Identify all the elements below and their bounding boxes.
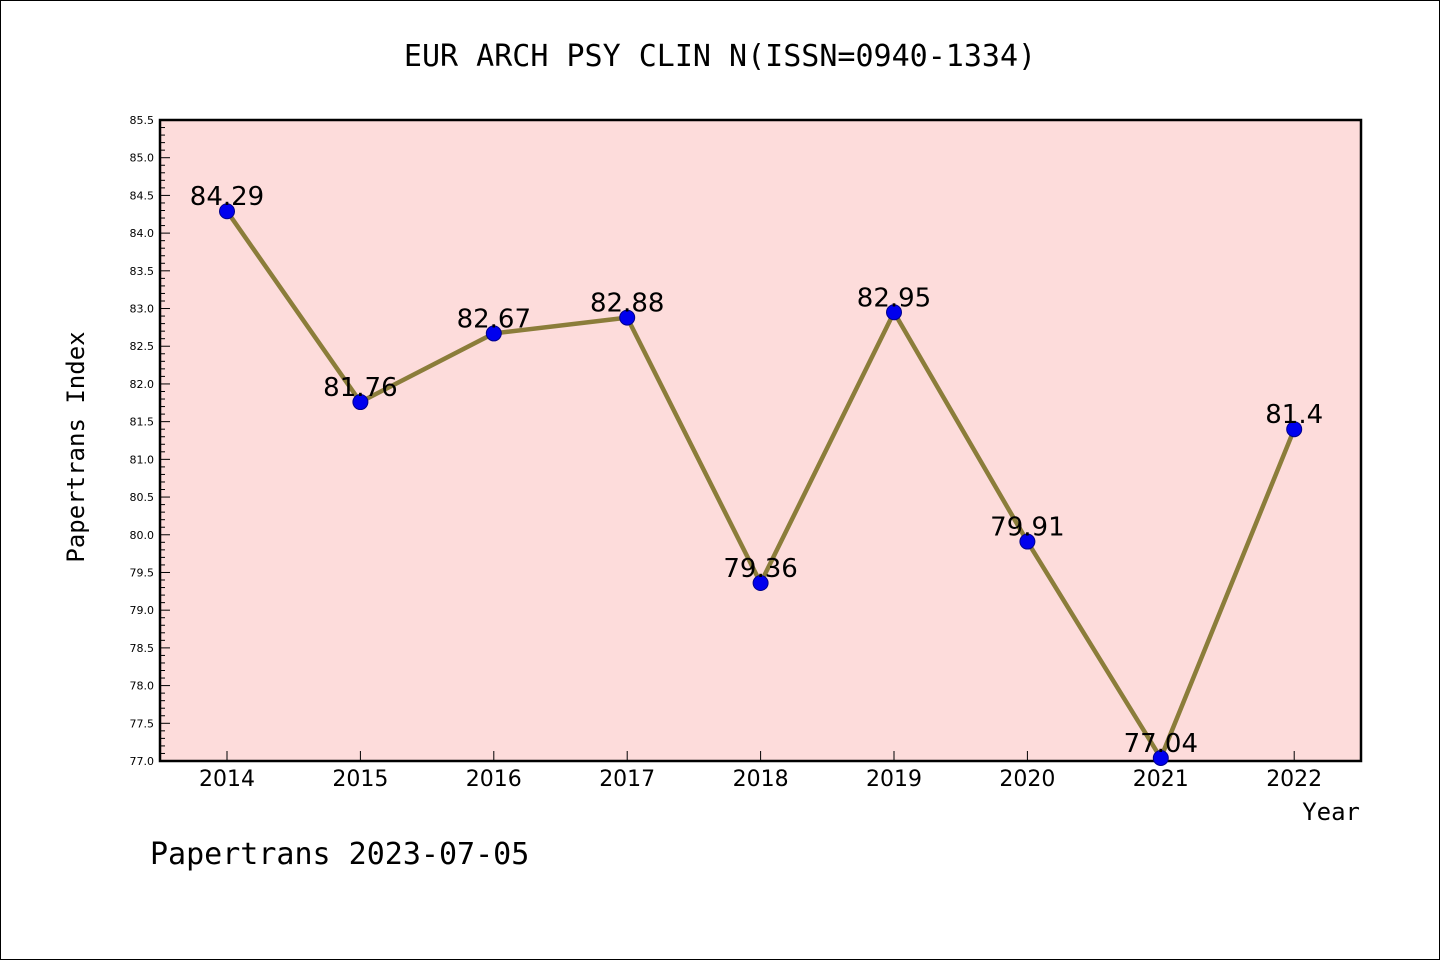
y-tick-label: 79.0: [130, 604, 155, 617]
x-tick-label: 2015: [332, 767, 388, 792]
markers-group: [219, 203, 1303, 766]
x-tick-label: 2019: [866, 767, 922, 792]
y-tick-label: 79.5: [130, 566, 155, 579]
x-tick-label: 2016: [466, 767, 522, 792]
data-point: [752, 575, 769, 592]
y-tick-label: 81.0: [130, 453, 155, 466]
x-tick-label: 2014: [199, 767, 255, 792]
y-tick-label: 78.0: [130, 680, 155, 693]
y-tick-label: 80.0: [130, 529, 155, 542]
data-labels-group: 84.29 81.76 82.67 82.88 79.36 82.95 79.91 77.04…: [190, 182, 1323, 759]
data-point: [1019, 533, 1036, 550]
data-point: [619, 309, 636, 326]
data-point: [485, 325, 502, 342]
data-label: 84.29: [190, 182, 264, 212]
y-tick-label: 77.5: [130, 717, 155, 730]
y-tick-label: 81.5: [130, 416, 155, 429]
x-tick-label: 2021: [1133, 767, 1189, 792]
y-tick-label: 84.0: [130, 227, 155, 240]
plot-area: [158, 118, 1363, 763]
data-point: [219, 203, 235, 220]
data-point: [352, 394, 369, 411]
x-tick-label: 2020: [999, 767, 1055, 792]
y-tick-label: 78.5: [130, 642, 155, 655]
x-tick-label: 2022: [1266, 767, 1322, 792]
data-label: 82.67: [457, 304, 531, 334]
y-tick-label: 82.5: [130, 340, 155, 353]
data-point: [886, 304, 902, 321]
y-axis: 77.0 77.5 78.0 78.5 79.0 79.5 80.0 80.5 81.0 81.5…: [130, 114, 170, 768]
y-tick-label: 77.0: [130, 755, 155, 768]
chart-title: EUR ARCH PSY CLIN N(ISSN=0940-1334): [404, 39, 1036, 74]
x-tick-label: 2018: [733, 767, 789, 792]
footer-note: Papertrans 2023-07-05: [150, 837, 529, 872]
x-tick-label: 2017: [599, 767, 655, 792]
data-label: 81.76: [323, 373, 397, 403]
data-label: 81.4: [1265, 400, 1323, 430]
y-tick-label: 82.0: [130, 378, 155, 391]
data-label: 79.91: [990, 513, 1064, 543]
y-tick-label: 85.0: [130, 152, 155, 165]
y-tick-label: 83.5: [130, 265, 155, 278]
y-tick-label: 84.5: [130, 189, 155, 202]
y-axis-label: Papertrans Index: [62, 331, 90, 562]
data-label: 82.95: [857, 283, 931, 313]
x-axis: 2014 2015 2016 2017 2018 2019 2020 2021 2022: [199, 751, 1322, 792]
y-tick-label: 80.5: [130, 491, 155, 504]
data-label: 82.88: [590, 289, 664, 319]
y-tick-label: 85.5: [130, 114, 155, 127]
x-axis-label: Year: [1302, 798, 1360, 826]
data-label: 79.36: [723, 554, 797, 584]
data-label: 77.04: [1124, 729, 1198, 759]
y-tick-label: 83.0: [130, 303, 155, 316]
data-point: [1286, 421, 1303, 438]
data-point: [1152, 749, 1169, 766]
